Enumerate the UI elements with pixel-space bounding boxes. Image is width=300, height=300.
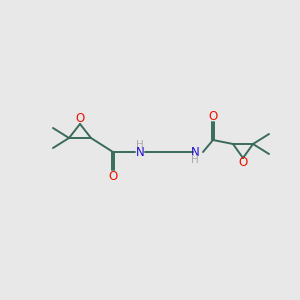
Text: H: H [191, 155, 199, 165]
Text: N: N [136, 146, 144, 160]
Text: N: N [190, 146, 200, 158]
Text: O: O [75, 112, 85, 125]
Text: O: O [238, 157, 247, 169]
Text: H: H [136, 140, 144, 150]
Text: O: O [108, 169, 118, 182]
Text: O: O [208, 110, 217, 122]
